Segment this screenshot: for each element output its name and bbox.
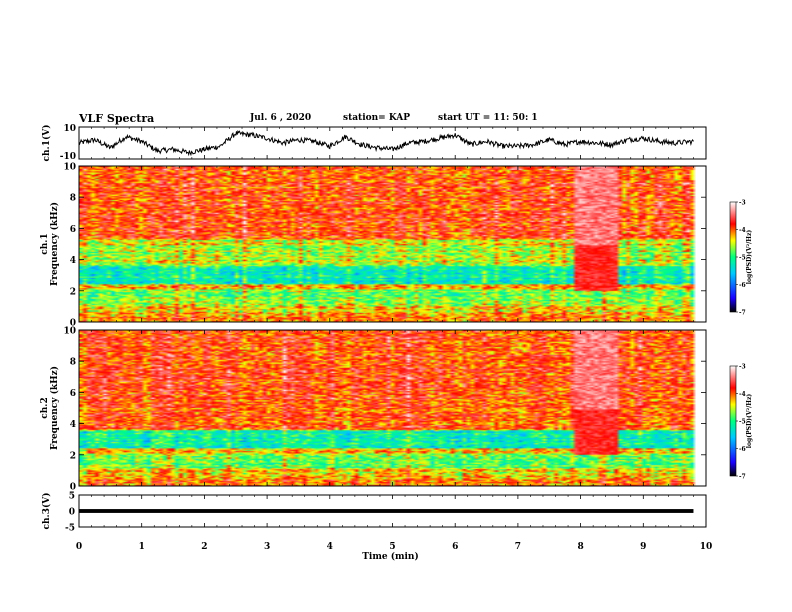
ch2-colorbar xyxy=(729,365,737,477)
ch1-ytick-label: 2 xyxy=(70,287,76,297)
ch2-ytick-label: 6 xyxy=(70,389,76,399)
ch1-ytick-label: 4 xyxy=(70,256,76,266)
ch1-ytick-label: 6 xyxy=(70,225,76,235)
ch2-colorbar-tick-label: -4 xyxy=(739,391,746,398)
ch1-ytick-label: 8 xyxy=(70,194,76,204)
ch3-ytick-label: 5 xyxy=(69,492,75,502)
ch1-colorbar xyxy=(729,201,737,313)
ch1-ylabel-frequency: Frequency (kHz) xyxy=(49,202,60,286)
ch3-ytick-label: -5 xyxy=(65,524,75,534)
ch1-colorbar-tick-label: -5 xyxy=(739,255,746,262)
header-start-time: start UT = 11: 50: 1 xyxy=(438,113,538,123)
x-tick-label: 3 xyxy=(264,542,270,552)
ch3-waveform-ylabel: ch.3(V) xyxy=(41,493,52,530)
ch1-colorbar-tick-label: -6 xyxy=(739,282,746,289)
x-tick-label: 5 xyxy=(389,542,395,552)
header-title: VLF Spectra xyxy=(79,112,155,125)
ch2-colorbar-tick-label: -5 xyxy=(739,419,746,426)
x-tick-label: 8 xyxy=(577,542,583,552)
ch2-ylabel-channel: ch.2 xyxy=(40,397,50,418)
x-tick-label: 9 xyxy=(640,542,646,552)
header-date: Jul. 6 , 2020 xyxy=(250,113,312,123)
ch2-ytick-label: 8 xyxy=(70,358,76,368)
ch1-ytick-label: -10 xyxy=(60,152,76,162)
ch2-colorbar-tick-label: -6 xyxy=(739,446,746,453)
x-tick-label: 2 xyxy=(201,542,207,552)
x-tick-label: 6 xyxy=(452,542,458,552)
ch1-ytick-label: 10 xyxy=(63,124,76,134)
x-tick-label: 0 xyxy=(76,542,82,552)
ch1-colorbar-tick-label: -4 xyxy=(739,227,746,234)
ch3-ytick-label: 0 xyxy=(69,508,75,518)
x-tick-label: 7 xyxy=(515,542,521,552)
x-axis-label: Time (min) xyxy=(362,551,419,562)
ch1-ylabel-channel: ch.1 xyxy=(40,233,50,254)
ch1-colorbar-label: log(PSD)(V²/Hz) xyxy=(746,230,753,285)
ch1-colorbar-tick-label: -7 xyxy=(739,310,746,317)
ch2-colorbar-tick-label: -7 xyxy=(739,474,746,481)
ch1-waveform-ylabel: ch.1(V) xyxy=(41,125,52,162)
ch2-ytick-label: 0 xyxy=(70,483,76,493)
x-tick-label: 1 xyxy=(139,542,145,552)
ch2-ytick-label: 4 xyxy=(70,420,76,430)
ch1-colorbar-tick-label: -3 xyxy=(739,200,746,207)
header-station: station= KAP xyxy=(343,113,411,123)
ch1-ytick-label: 0 xyxy=(70,319,76,329)
x-tick-label: 4 xyxy=(327,542,333,552)
ch2-ytick-label: 10 xyxy=(63,327,76,337)
ch2-colorbar-label: log(PSD)(V²/Hz) xyxy=(746,394,753,449)
ch2-ytick-label: 2 xyxy=(70,451,76,461)
ch1-ytick-label: 10 xyxy=(63,163,76,173)
ch2-ylabel-frequency: Frequency (kHz) xyxy=(49,366,60,450)
ch2-spectrogram-image xyxy=(79,330,706,486)
ch2-colorbar-tick-label: -3 xyxy=(739,364,746,371)
ch1-waveform-trace xyxy=(78,129,694,157)
ch3-waveform-trace xyxy=(79,509,694,513)
ch1-spectrogram-image xyxy=(79,166,706,322)
x-tick-label: 10 xyxy=(700,542,713,552)
